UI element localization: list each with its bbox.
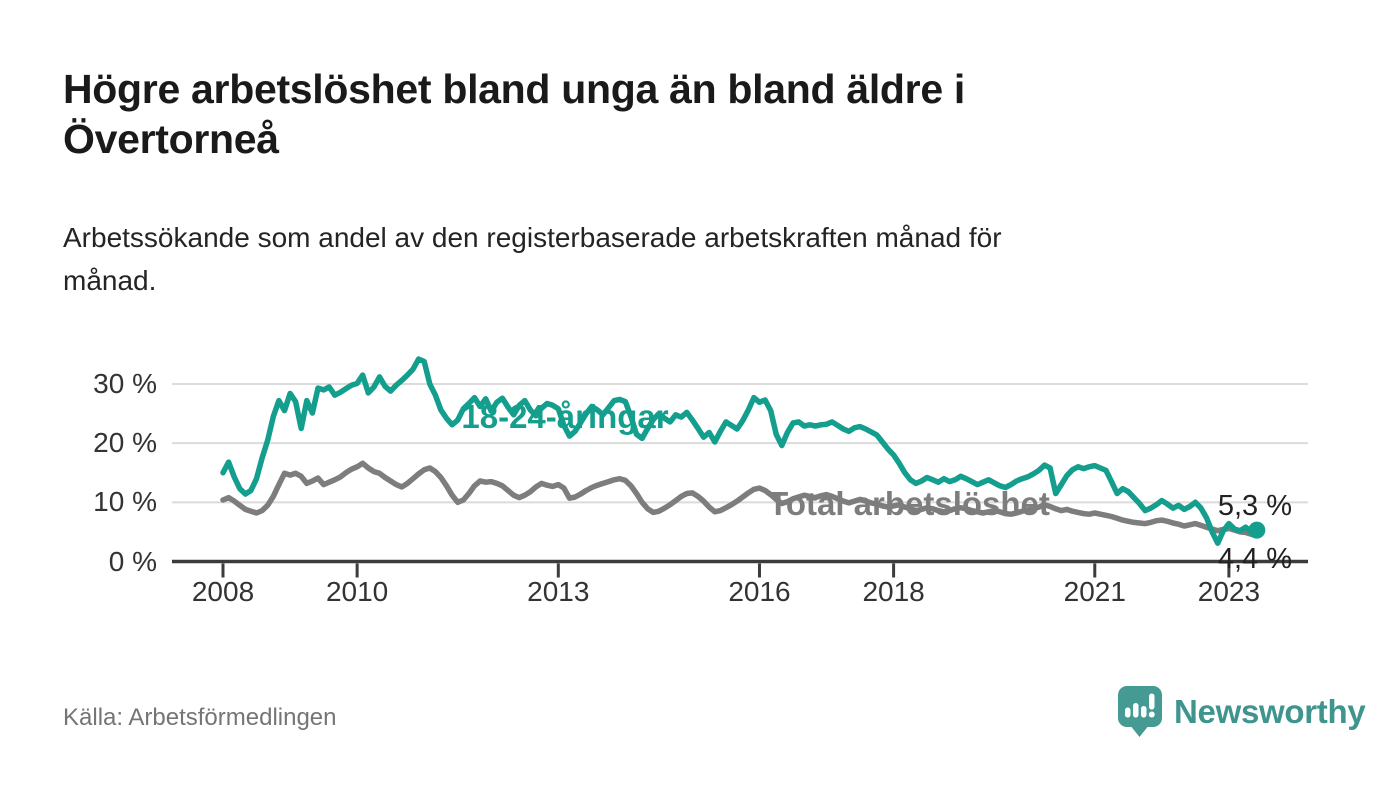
chart-subtitle-line1: Arbetssökande som andel av den registerb… [63,222,1002,253]
newsworthy-wordmark: Newsworthy [1174,692,1366,730]
y-tick-label: 10 % [93,486,157,518]
newsworthy-logo: Newsworthy [1117,685,1366,738]
x-tick-label: 2013 [527,576,590,607]
end-value-label-youth: 5,3 % [1217,490,1292,522]
newsworthy-bubble-chart-icon [1118,686,1162,737]
page-title-line1: Högre arbetslöshet bland unga än bland ä… [63,66,966,112]
youth-series-end-dot [1248,521,1266,539]
series-label-total: Total arbetslöshet [768,485,1050,522]
page-title-line2: Övertorneå [63,116,279,162]
y-tick-label: 0 % [108,545,157,577]
x-tick-label: 2021 [1063,576,1126,607]
y-tick-label: 30 % [93,367,157,399]
page-title: Högre arbetslöshet bland unga än bland ä… [63,64,1243,164]
x-tick-label: 2018 [862,576,925,607]
end-value-label-total: 4,4 % [1217,543,1292,575]
chart-subtitle: Arbetssökande som andel av den registerb… [63,216,1263,302]
total-series-line [220,460,1260,539]
x-tick-label: 2023 [1197,576,1261,607]
x-tick-label: 2008 [191,576,255,607]
youth-series-line [220,356,1260,546]
y-tick-label: 20 % [93,427,157,459]
series-label-youth: 18-24-åringar [461,398,669,435]
source-attribution: Källa: Arbetsförmedlingen [63,704,337,731]
chart-subtitle-line2: månad. [63,265,157,296]
x-tick-label: 2016 [728,576,791,607]
x-tick-label: 2010 [325,576,389,607]
